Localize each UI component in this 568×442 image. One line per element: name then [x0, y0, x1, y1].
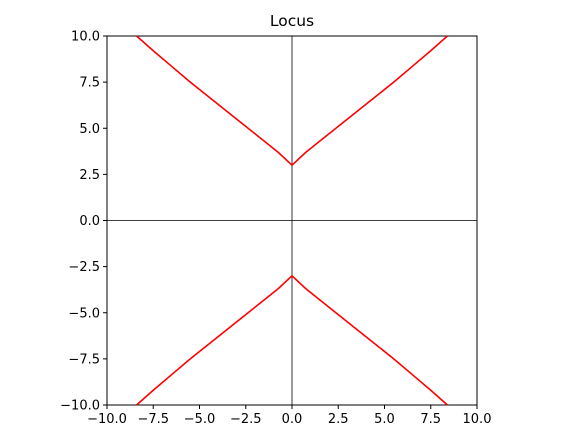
y-axis: 10.0 7.5 5.0 2.5 0.0 −2.5 −5.0 −7.5 −10.0 [60, 30, 107, 414]
x-tick-label: 10.0 [463, 412, 492, 427]
y-tick-label: −10.0 [60, 399, 100, 414]
x-tick-label: −2.5 [230, 412, 262, 427]
zero-lines [107, 36, 477, 405]
x-tick-label: −5.0 [184, 412, 216, 427]
y-tick-label: 7.5 [79, 76, 100, 91]
y-tick-label: 10.0 [71, 30, 100, 45]
y-tick-label: 2.5 [79, 168, 100, 183]
x-tick-label: −10.0 [87, 412, 127, 427]
plot-area [107, 36, 477, 405]
y-tick-label: −5.0 [68, 306, 100, 321]
x-tick-label: 5.0 [374, 412, 395, 427]
x-tick-label: 7.5 [420, 412, 441, 427]
y-tick-label: −2.5 [68, 260, 100, 275]
y-tick-label: 0.0 [79, 214, 100, 229]
y-tick-label: −7.5 [68, 352, 100, 367]
x-axis: −10.0 −7.5 −5.0 −2.5 0.0 2.5 5.0 7.5 10.0 [87, 405, 491, 427]
x-tick-label: −7.5 [137, 412, 169, 427]
y-tick-label: 5.0 [79, 122, 100, 137]
chart-title: Locus [270, 12, 314, 30]
x-tick-label: 2.5 [328, 412, 349, 427]
x-tick-label: 0.0 [282, 412, 303, 427]
